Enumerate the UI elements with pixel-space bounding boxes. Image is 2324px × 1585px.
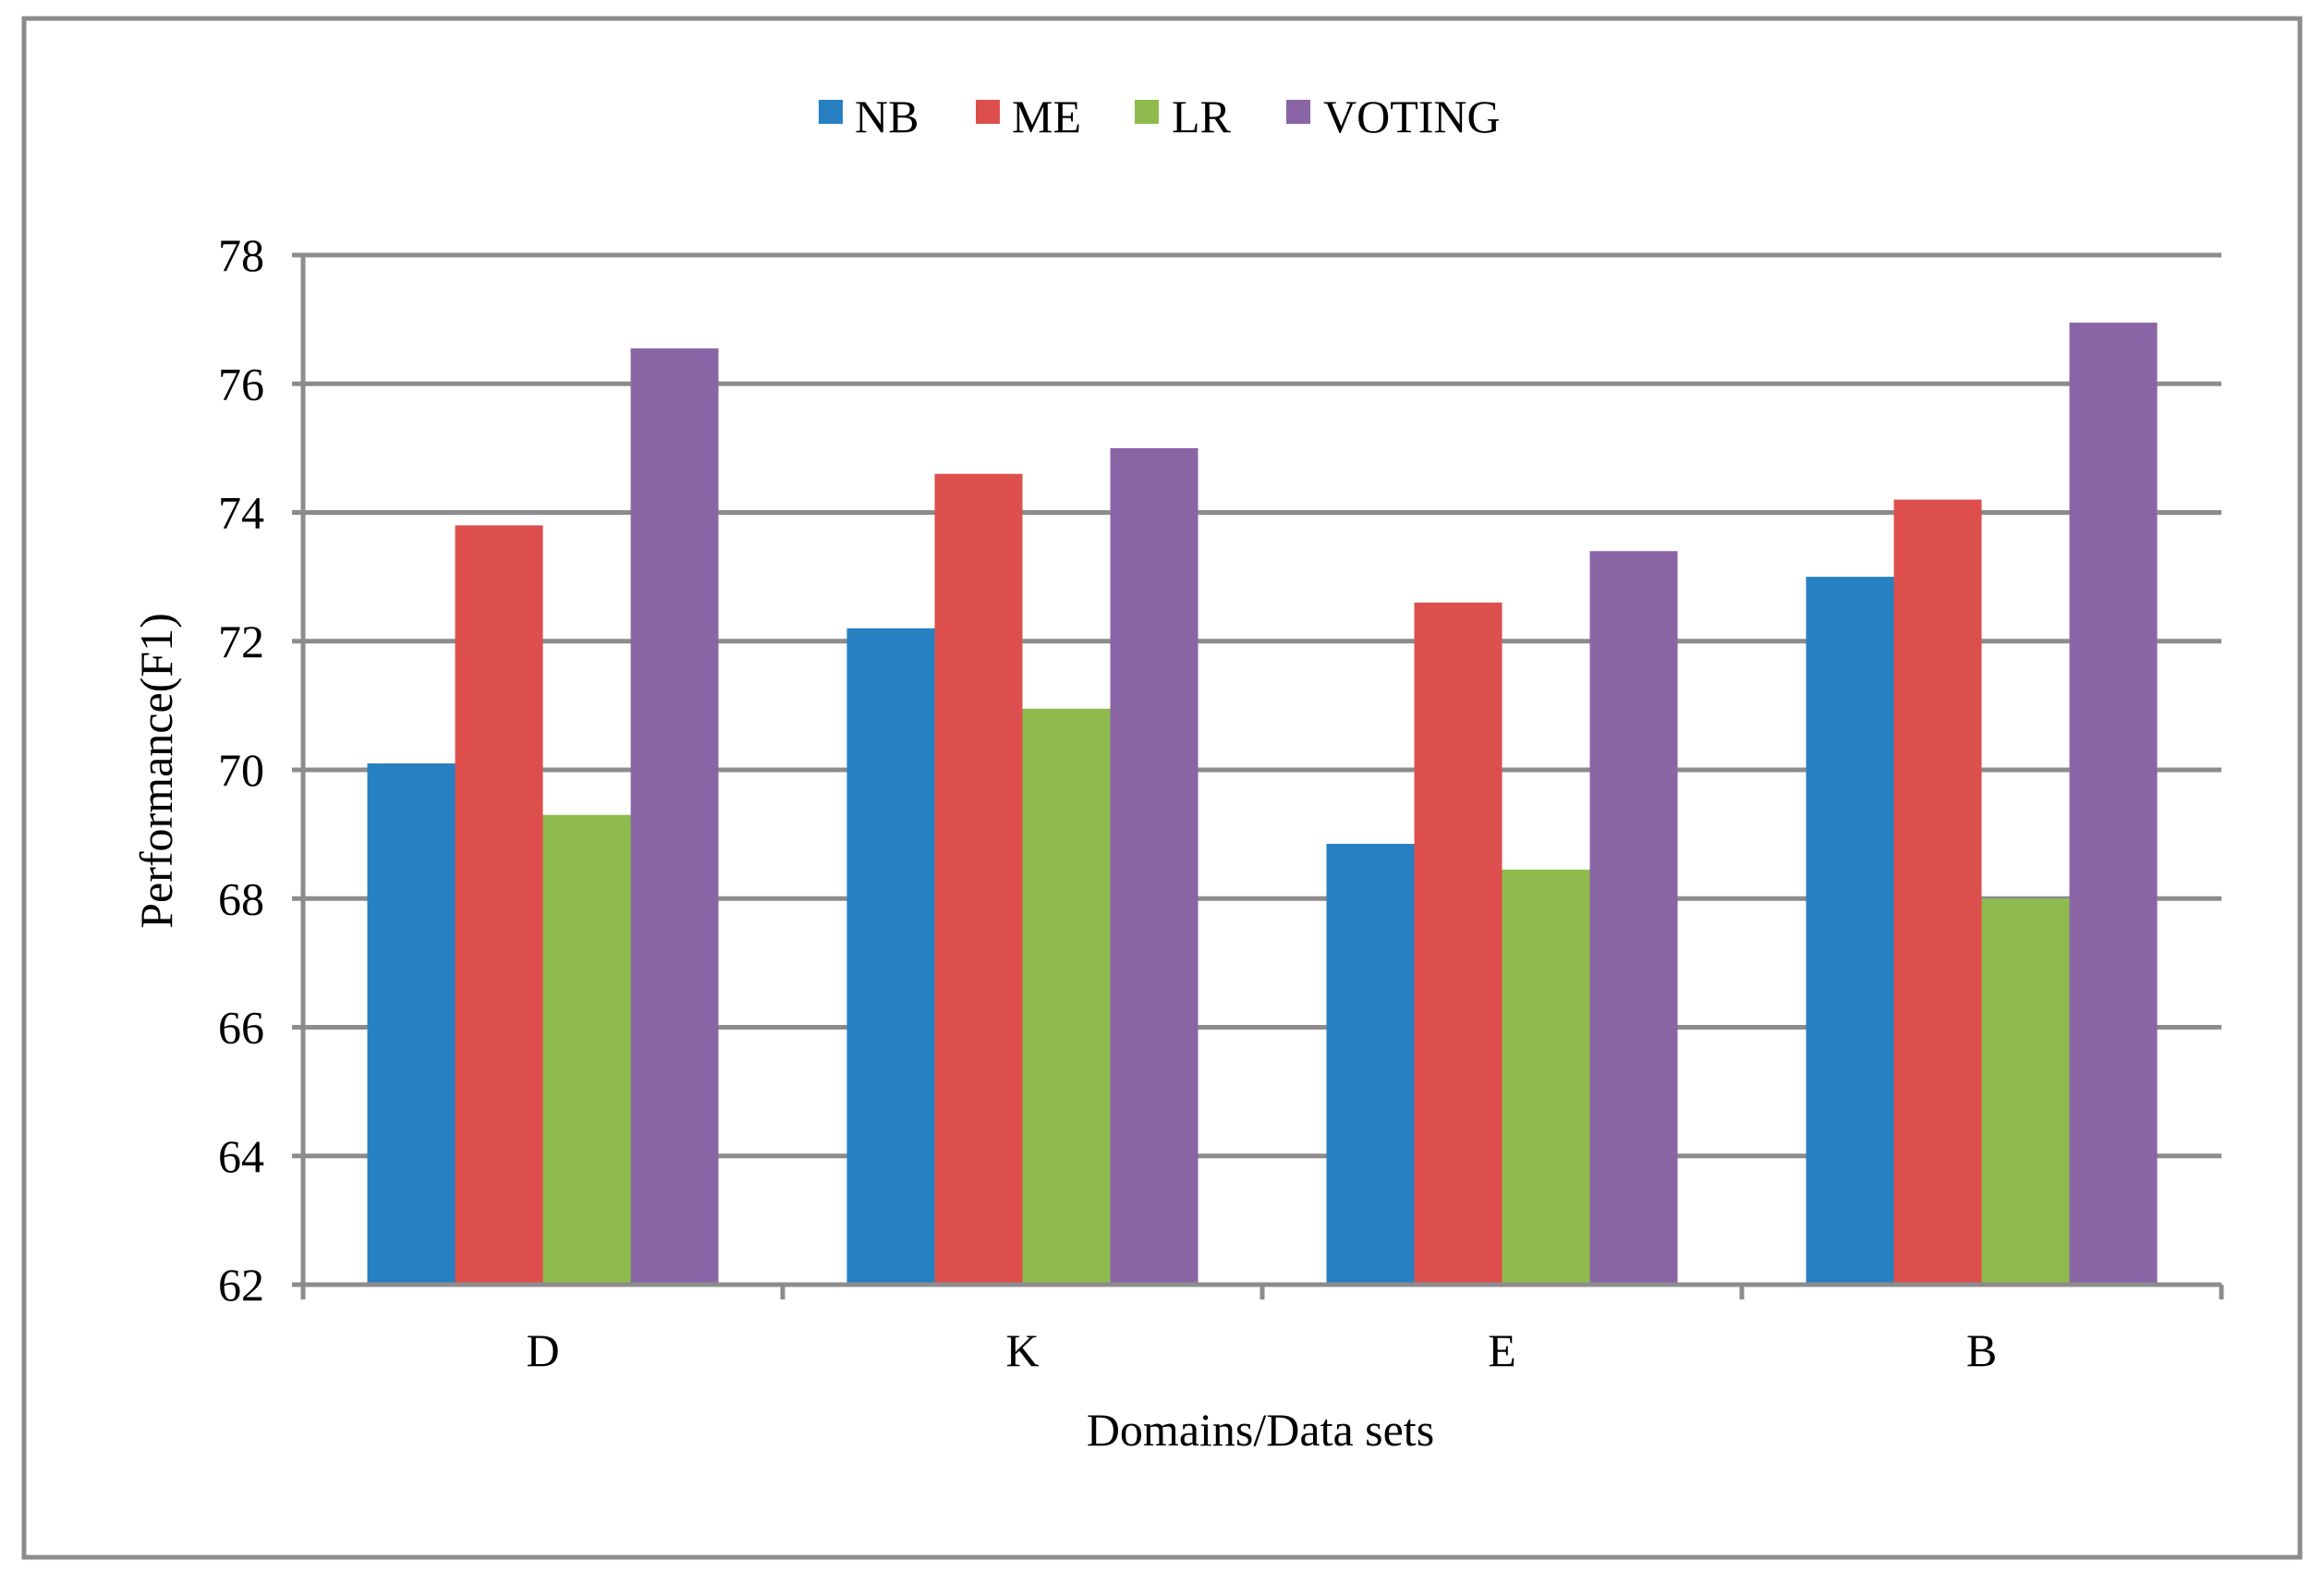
y-tick-label: 68 — [218, 872, 264, 924]
bar-me — [1893, 499, 1982, 1285]
y-tick-label: 74 — [218, 487, 264, 539]
legend-swatch-nb — [819, 100, 843, 124]
bar-me — [455, 525, 543, 1285]
x-axis-title: Domains/Data sets — [1087, 1404, 1434, 1456]
legend-swatch-lr — [1135, 100, 1159, 124]
bar-nb — [1806, 577, 1894, 1285]
x-tick-label: K — [1005, 1324, 1039, 1376]
bar-lr — [542, 814, 631, 1285]
bar-me — [1414, 602, 1503, 1285]
x-tick-label: E — [1488, 1324, 1516, 1376]
y-tick-label: 72 — [218, 616, 264, 667]
y-tick-label: 70 — [218, 744, 264, 796]
x-tick-label: D — [526, 1324, 559, 1376]
y-tick-label: 62 — [218, 1259, 264, 1311]
bar-me — [934, 473, 1023, 1285]
y-tick-label: 76 — [218, 358, 264, 409]
bar-voting — [1110, 447, 1199, 1285]
y-axis-title: Performance(F1) — [130, 613, 182, 929]
bar-voting — [1589, 551, 1678, 1285]
legend: NB ME LR VOTING — [819, 91, 1501, 142]
bar-nb — [367, 763, 456, 1285]
bar-voting — [2069, 323, 2158, 1286]
legend-swatch-me — [976, 100, 1000, 124]
legend-label-me: ME — [1012, 91, 1081, 142]
bar-lr — [1502, 869, 1590, 1285]
legend-label-nb: NB — [855, 91, 919, 142]
legend-swatch-voting — [1286, 100, 1310, 124]
y-tick-label: 78 — [218, 229, 264, 281]
bar-lr — [1022, 708, 1111, 1285]
axes: 62 64 66 68 70 72 74 76 78 D K E B — [218, 229, 2224, 1376]
legend-label-lr: LR — [1172, 91, 1232, 142]
legend-label-voting: VOTING — [1323, 91, 1501, 142]
bar-lr — [1981, 898, 2070, 1285]
x-tick-label: B — [1966, 1324, 1997, 1376]
bar-voting — [630, 347, 719, 1285]
bar-nb — [1326, 844, 1415, 1285]
y-tick-label: 64 — [218, 1130, 264, 1182]
bars — [367, 323, 2158, 1286]
bar-nb — [846, 628, 935, 1285]
y-tick-label: 66 — [218, 1002, 264, 1054]
